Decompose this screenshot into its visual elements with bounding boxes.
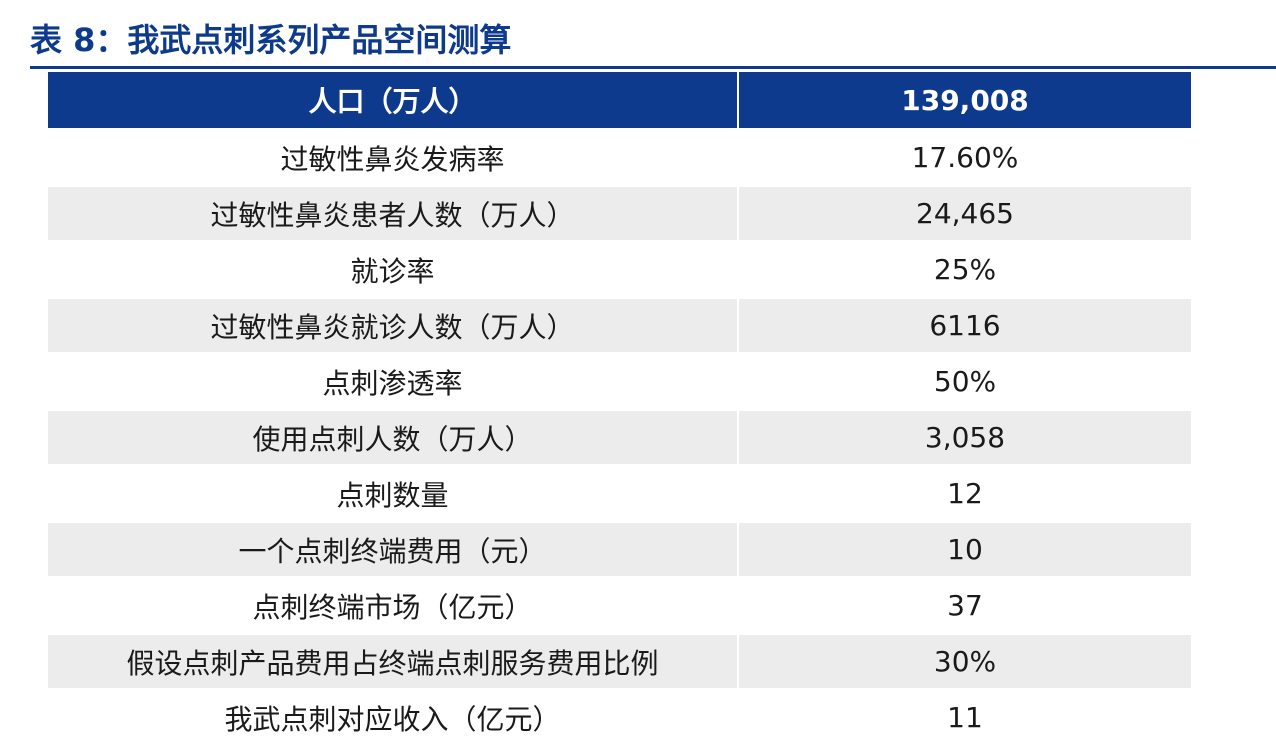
row-value: 6116: [738, 297, 1191, 355]
table-row: 假设点刺产品费用占终端点刺服务费用比例 30%: [48, 633, 1191, 691]
title-underline: [30, 66, 1276, 69]
table-row: 使用点刺人数（万人） 3,058: [48, 409, 1191, 467]
row-value: 11: [738, 689, 1191, 738]
row-label: 点刺终端市场（亿元）: [48, 577, 739, 635]
table-row: 我武点刺对应收入（亿元） 11: [48, 689, 1191, 738]
table-row: 点刺渗透率 50%: [48, 353, 1191, 411]
header-label: 人口（万人）: [48, 72, 739, 131]
table-header-row: 人口（万人） 139,008: [48, 72, 1191, 131]
row-label: 点刺数量: [48, 465, 739, 523]
row-value: 12: [738, 465, 1191, 523]
table-row: 就诊率 25%: [48, 241, 1191, 299]
row-value: 50%: [738, 353, 1191, 411]
row-value: 10: [738, 521, 1191, 579]
table-row: 点刺数量 12: [48, 465, 1191, 523]
row-label: 一个点刺终端费用（元）: [48, 521, 739, 579]
row-value: 30%: [738, 633, 1191, 691]
row-label: 过敏性鼻炎患者人数（万人）: [48, 185, 739, 243]
row-label: 就诊率: [48, 241, 739, 299]
row-label: 点刺渗透率: [48, 353, 739, 411]
row-label: 假设点刺产品费用占终端点刺服务费用比例: [48, 633, 739, 691]
table-row: 一个点刺终端费用（元） 10: [48, 521, 1191, 579]
header-value: 139,008: [738, 72, 1191, 131]
page-title: 表 8：我武点刺系列产品空间测算: [30, 21, 512, 59]
row-label: 使用点刺人数（万人）: [48, 409, 739, 467]
table-row: 点刺终端市场（亿元） 37: [48, 577, 1191, 635]
row-label: 我武点刺对应收入（亿元）: [48, 689, 739, 738]
table-row: 过敏性鼻炎就诊人数（万人） 6116: [48, 297, 1191, 355]
row-value: 37: [738, 577, 1191, 635]
row-label: 过敏性鼻炎就诊人数（万人）: [48, 297, 739, 355]
row-value: 25%: [738, 241, 1191, 299]
row-value: 3,058: [738, 409, 1191, 467]
table-row: 过敏性鼻炎患者人数（万人） 24,465: [48, 185, 1191, 243]
estimation-table: 人口（万人） 139,008 过敏性鼻炎发病率 17.60% 过敏性鼻炎患者人数…: [48, 72, 1191, 738]
row-label: 过敏性鼻炎发病率: [48, 129, 739, 187]
row-value: 24,465: [738, 185, 1191, 243]
table-row: 过敏性鼻炎发病率 17.60%: [48, 129, 1191, 187]
row-value: 17.60%: [738, 129, 1191, 187]
